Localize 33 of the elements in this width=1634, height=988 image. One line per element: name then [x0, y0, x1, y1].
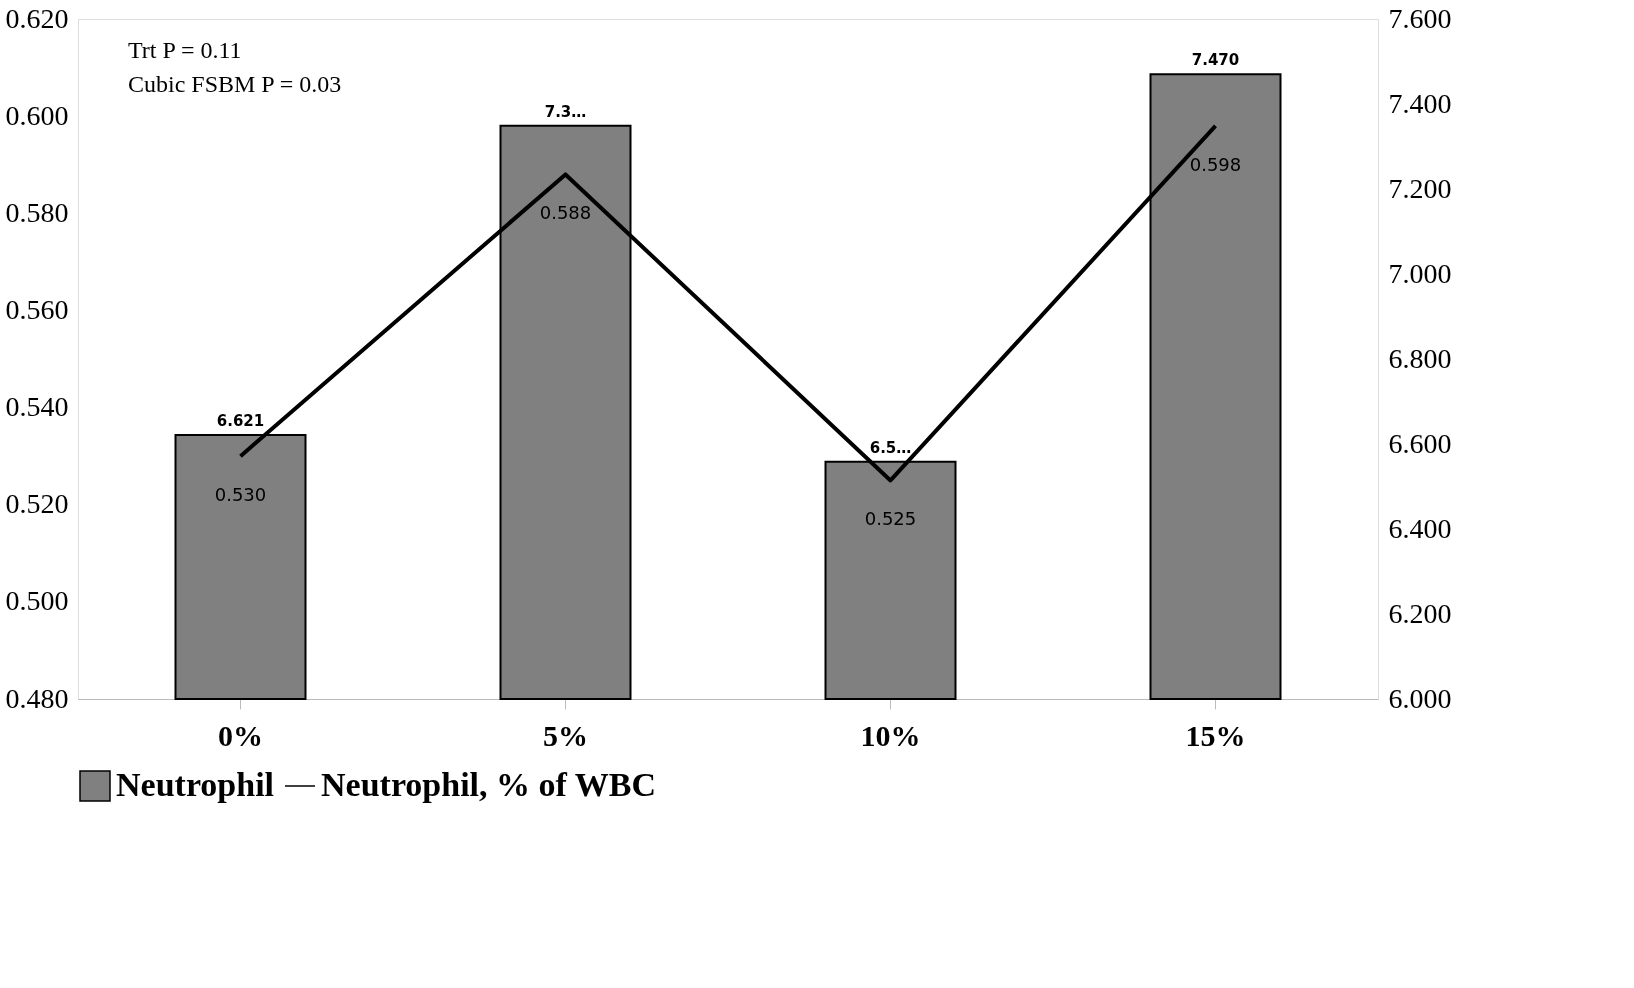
y2-tick-label: 7.600	[1388, 2, 1452, 34]
y-tick-label: 0.480	[5, 682, 69, 714]
y-tick-label: 0.520	[5, 488, 69, 520]
y2-tick-label: 6.400	[1388, 512, 1452, 544]
x-tick-label: 0%	[218, 718, 263, 752]
y-tick-label: 0.500	[5, 585, 69, 617]
y2-tick-label: 6.200	[1388, 597, 1452, 629]
data-label: 7.470	[1191, 51, 1240, 70]
y-tick-label: 0.580	[5, 196, 69, 228]
y2-tick-label: 6.600	[1388, 427, 1452, 459]
data-label: 6.621	[216, 412, 265, 431]
legend-label: Neutrophil, % of WBC	[321, 766, 657, 803]
y-tick-label: 0.560	[5, 293, 69, 325]
data-label: 0.525	[864, 508, 917, 530]
y2-tick-label: 6.000	[1388, 682, 1452, 714]
data-label: 6.5…	[869, 438, 912, 457]
x-tick-label: 5%	[543, 718, 588, 752]
legend-label: Neutrophil	[116, 766, 275, 803]
data-label: 7.3…	[544, 102, 587, 121]
y-tick-label: 0.540	[5, 391, 69, 423]
data-label: 0.588	[539, 202, 592, 224]
y2-tick-label: 7.200	[1388, 172, 1452, 204]
y2-tick-label: 7.000	[1388, 257, 1452, 289]
x-tick-label: 10%	[860, 718, 921, 752]
data-label: 0.530	[214, 484, 267, 506]
y2-tick-label: 7.400	[1388, 87, 1452, 119]
y-tick-label: 0.600	[5, 99, 69, 131]
annotation: Cubic FSBM P = 0.03	[128, 71, 342, 97]
y2-tick-label: 6.800	[1388, 342, 1452, 374]
data-label: 0.598	[1189, 153, 1242, 175]
x-tick-label: 15%	[1185, 718, 1246, 752]
y-tick-label: 0.620	[5, 2, 69, 34]
annotation: Trt P = 0.11	[128, 37, 242, 63]
